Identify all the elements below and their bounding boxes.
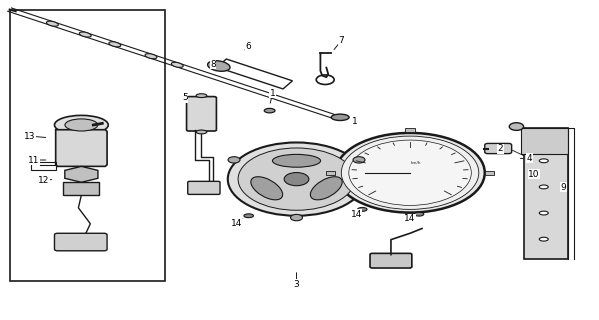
Text: 14: 14 bbox=[404, 214, 416, 223]
Text: 14: 14 bbox=[350, 210, 362, 219]
Circle shape bbox=[341, 136, 479, 209]
Circle shape bbox=[228, 142, 365, 216]
Ellipse shape bbox=[251, 177, 283, 200]
Ellipse shape bbox=[539, 159, 548, 163]
Ellipse shape bbox=[55, 116, 108, 134]
Polygon shape bbox=[56, 130, 107, 166]
Circle shape bbox=[284, 172, 309, 186]
Text: 5: 5 bbox=[182, 93, 187, 102]
Text: km/h: km/h bbox=[411, 161, 421, 165]
Ellipse shape bbox=[358, 207, 367, 211]
Ellipse shape bbox=[65, 119, 98, 131]
Text: 13: 13 bbox=[23, 132, 35, 140]
Ellipse shape bbox=[273, 154, 320, 167]
FancyBboxPatch shape bbox=[55, 233, 107, 251]
Text: 7: 7 bbox=[338, 36, 344, 45]
Ellipse shape bbox=[264, 108, 275, 113]
Text: 12: 12 bbox=[38, 176, 49, 185]
Text: 10: 10 bbox=[528, 170, 540, 179]
Circle shape bbox=[335, 133, 485, 212]
Text: 2: 2 bbox=[498, 144, 503, 153]
Ellipse shape bbox=[244, 214, 253, 218]
FancyBboxPatch shape bbox=[370, 253, 412, 268]
Circle shape bbox=[353, 157, 365, 163]
Circle shape bbox=[238, 148, 355, 210]
Ellipse shape bbox=[331, 114, 349, 121]
Ellipse shape bbox=[415, 212, 424, 216]
Circle shape bbox=[349, 140, 471, 205]
Bar bbox=[406, 128, 415, 132]
Ellipse shape bbox=[196, 130, 207, 134]
Ellipse shape bbox=[539, 185, 548, 189]
Text: 9: 9 bbox=[561, 183, 567, 192]
Circle shape bbox=[228, 157, 240, 163]
Ellipse shape bbox=[208, 61, 230, 71]
Text: 1: 1 bbox=[352, 117, 358, 126]
Circle shape bbox=[509, 123, 524, 130]
Text: 6: 6 bbox=[246, 42, 252, 52]
Text: 4: 4 bbox=[527, 154, 533, 163]
FancyBboxPatch shape bbox=[187, 181, 220, 195]
Ellipse shape bbox=[171, 62, 183, 68]
Bar bbox=[406, 213, 415, 217]
Circle shape bbox=[291, 214, 302, 221]
Bar bbox=[10, 10, 165, 281]
Bar bbox=[31, 162, 56, 170]
Bar bbox=[485, 171, 494, 175]
Ellipse shape bbox=[539, 211, 548, 215]
FancyBboxPatch shape bbox=[186, 97, 216, 131]
Text: 1: 1 bbox=[270, 89, 276, 98]
Text: 11: 11 bbox=[28, 156, 40, 164]
Text: 14: 14 bbox=[231, 219, 243, 228]
Polygon shape bbox=[63, 182, 99, 195]
Ellipse shape bbox=[310, 177, 342, 200]
Bar bbox=[326, 171, 335, 175]
FancyBboxPatch shape bbox=[485, 143, 512, 154]
Ellipse shape bbox=[145, 54, 157, 59]
Polygon shape bbox=[65, 166, 98, 182]
Bar bbox=[521, 128, 568, 154]
Ellipse shape bbox=[196, 94, 207, 98]
Text: 3: 3 bbox=[294, 280, 300, 289]
Ellipse shape bbox=[109, 42, 121, 47]
Bar bbox=[524, 128, 568, 259]
Ellipse shape bbox=[47, 21, 58, 26]
Ellipse shape bbox=[539, 237, 548, 241]
Ellipse shape bbox=[79, 32, 91, 37]
Text: 8: 8 bbox=[210, 60, 216, 69]
